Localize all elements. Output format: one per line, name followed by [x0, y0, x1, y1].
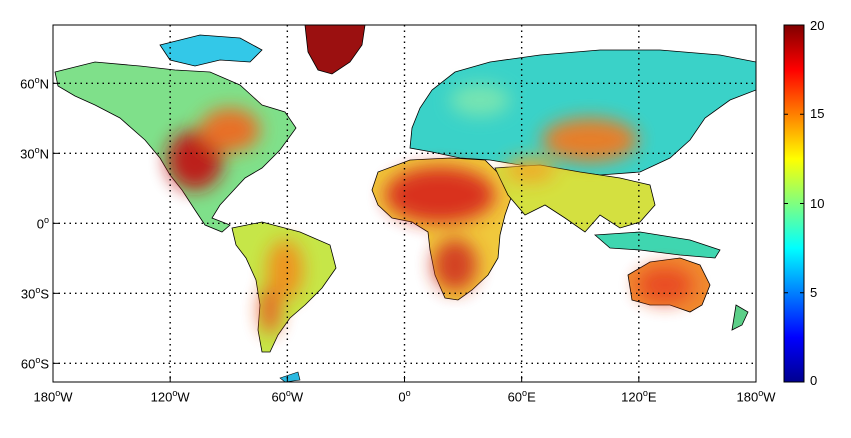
- region-new-zealand: [731, 304, 749, 331]
- hotspot-middle-east: [505, 158, 555, 182]
- hotspot-scandinavia: [450, 84, 510, 116]
- x-tick-label: 180oW: [33, 388, 73, 405]
- region-arctic-islands: [159, 34, 263, 67]
- colorbar-ticks: [784, 24, 804, 383]
- y-tick-label: 30oS: [20, 285, 49, 302]
- x-tick-label: 120oW: [150, 388, 190, 405]
- hotspot-southern-africa: [433, 239, 477, 291]
- hotspot-south-america-east: [267, 240, 303, 300]
- x-tick-label: 60oW: [271, 388, 304, 405]
- y-tick-label: 60oN: [20, 75, 49, 92]
- colorbar-label: 5: [810, 284, 818, 300]
- axis-ticks: [52, 82, 757, 382]
- hotspot-australia-interior: [637, 267, 693, 303]
- hotspot-great-plains: [200, 108, 260, 152]
- x-tick-label: 0o: [398, 388, 411, 405]
- x-tick-label: 180oW: [736, 388, 776, 405]
- colorbar-label: 10: [810, 195, 825, 211]
- y-tick-label: 0o: [36, 215, 49, 232]
- x-tick-label: 60oE: [507, 388, 536, 405]
- region-indonesia: [594, 231, 721, 259]
- colorbar-label: 0: [810, 373, 818, 388]
- y-tick-label: 60oS: [20, 355, 49, 372]
- hotspot-layer: [167, 84, 693, 334]
- colorbar-label: 15: [810, 106, 825, 122]
- colorbar-label: 20: [810, 18, 825, 33]
- y-tick-label: 30oN: [20, 145, 49, 162]
- region-greenland-top: [304, 25, 366, 75]
- hotspot-patagonia: [260, 286, 280, 334]
- land-layer: [54, 25, 756, 382]
- x-tick-label: 120oE: [621, 388, 657, 405]
- grid-lines: [53, 25, 756, 382]
- hotspot-sahara: [385, 167, 495, 223]
- region-antarctic-sliver: [279, 371, 301, 382]
- hotspot-central-asia: [542, 118, 638, 162]
